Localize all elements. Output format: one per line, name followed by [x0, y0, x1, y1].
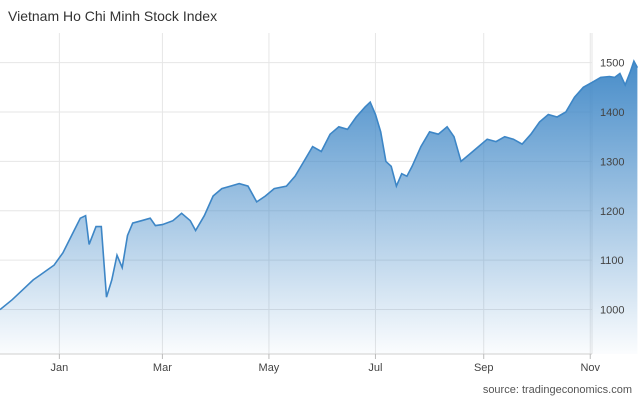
y-axis: 1000 1100 1200 1300 1400 1500 [600, 58, 624, 317]
y-tick-label: 1200 [600, 206, 624, 218]
y-tick-label: 1300 [600, 156, 624, 168]
x-tick-label: Jan [50, 362, 68, 374]
source-credit: source: tradingeconomics.com [482, 384, 632, 396]
y-tick-label: 1100 [600, 255, 624, 267]
x-tick-label: May [259, 362, 280, 374]
x-tick-label: Sep [474, 362, 494, 374]
y-tick-label: 1400 [600, 107, 624, 119]
area-fill [0, 61, 638, 354]
x-tick-label: Nov [580, 362, 600, 374]
x-tick-label: Jul [368, 362, 382, 374]
x-tick-label: Mar [153, 362, 172, 374]
series-line [0, 59, 639, 311]
y-tick-label: 1500 [600, 58, 624, 70]
y-tick-label: 1000 [600, 305, 624, 317]
x-axis: Jan Mar May Jul Sep Nov [50, 354, 601, 374]
chart-title: Vietnam Ho Chi Minh Stock Index [8, 8, 218, 24]
